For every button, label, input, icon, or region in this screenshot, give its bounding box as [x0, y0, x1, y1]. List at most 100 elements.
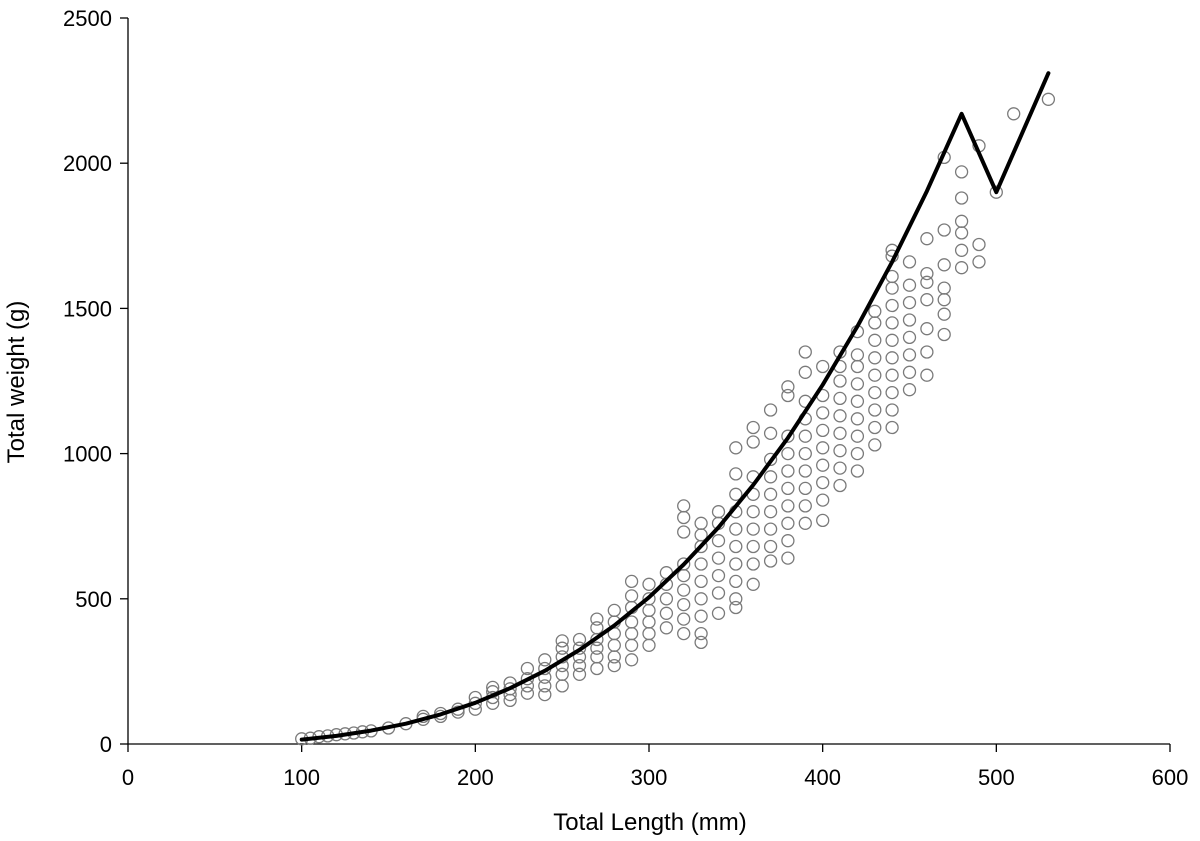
data-point: [694, 592, 708, 606]
data-point: [816, 406, 830, 420]
data-point: [798, 481, 812, 496]
data-point: [694, 635, 708, 650]
x-tick-label: 200: [457, 765, 494, 790]
data-point: [868, 420, 882, 435]
data-point: [902, 295, 917, 310]
data-point: [902, 255, 917, 269]
data-point: [816, 513, 830, 528]
data-point: [937, 281, 951, 295]
data-point: [677, 510, 691, 525]
data-point: [937, 223, 951, 237]
data-point: [868, 304, 882, 318]
data-point: [937, 327, 951, 342]
data-point: [746, 505, 760, 519]
data-point: [868, 333, 882, 347]
fit-curve: [299, 71, 1051, 742]
data-point: [711, 551, 726, 565]
data-point: [694, 516, 708, 530]
data-point: [763, 426, 778, 440]
data-point: [590, 612, 604, 626]
data-point: [659, 621, 674, 635]
data-point: [885, 298, 899, 313]
data-point: [711, 505, 726, 519]
data-point: [746, 522, 760, 536]
y-tick-label: 2000: [63, 151, 112, 176]
data-point: [677, 568, 691, 583]
data-point: [624, 638, 639, 652]
data-point: [937, 293, 951, 307]
x-tick-label: 400: [804, 765, 841, 790]
x-tick-label: 300: [631, 765, 668, 790]
data-point: [833, 374, 847, 388]
data-point: [781, 516, 795, 530]
data-point: [816, 441, 830, 455]
data-point: [781, 481, 795, 496]
data-point: [642, 638, 656, 652]
data-point: [920, 322, 934, 336]
data-point: [972, 237, 986, 252]
data-point: [746, 420, 760, 435]
data-point: [624, 574, 639, 589]
data-point: [659, 606, 674, 620]
data-point: [729, 574, 743, 589]
data-point: [677, 499, 691, 513]
y-tick-label: 500: [75, 587, 112, 612]
data-point: [972, 255, 986, 269]
data-point: [781, 551, 795, 565]
data-point: [954, 261, 969, 275]
data-point: [781, 380, 795, 394]
data-point: [833, 409, 847, 423]
data-point: [746, 557, 760, 571]
data-point: [763, 470, 778, 484]
data-point: [954, 214, 969, 228]
data-point: [885, 385, 899, 400]
x-tick-label: 0: [122, 765, 134, 790]
data-point: [607, 650, 621, 664]
data-point: [798, 345, 812, 359]
data-point: [850, 464, 865, 478]
data-point: [729, 600, 743, 615]
data-point: [833, 478, 847, 493]
x-axis-title: Total Length (mm): [553, 809, 746, 836]
data-point: [781, 534, 795, 548]
data-point: [711, 534, 726, 548]
data-point: [729, 441, 743, 455]
axes: [127, 18, 1170, 745]
data-point: [677, 626, 691, 641]
data-point: [763, 403, 778, 417]
data-point: [590, 661, 604, 676]
data-point: [729, 557, 743, 571]
data-point: [555, 641, 569, 655]
data-point: [677, 583, 691, 597]
data-point: [711, 586, 726, 600]
data-point: [729, 467, 743, 481]
data-point: [868, 385, 882, 400]
data-point: [624, 626, 639, 641]
data-point: [798, 429, 812, 443]
data-point: [781, 499, 795, 513]
data-point: [607, 638, 621, 652]
x-tick-label: 600: [1152, 765, 1189, 790]
data-point: [572, 641, 587, 655]
data-point: [729, 487, 743, 501]
data-point: [520, 661, 535, 676]
data-point: [538, 679, 552, 693]
data-point: [833, 426, 847, 440]
data-points: [295, 92, 1056, 746]
data-point: [937, 258, 951, 272]
data-point: [920, 345, 934, 359]
data-point: [850, 446, 865, 461]
data-point: [868, 403, 882, 417]
data-point: [885, 281, 899, 295]
data-point: [1007, 107, 1021, 121]
data-point: [902, 330, 917, 345]
y-tick-label: 1000: [63, 442, 112, 467]
x-ticks: 0 100 200 300 400 500 600: [122, 744, 1188, 790]
data-point: [816, 475, 830, 490]
y-tick-label: 2500: [63, 6, 112, 31]
data-point: [954, 226, 969, 240]
data-point: [868, 368, 882, 382]
data-point: [642, 603, 656, 618]
data-point: [520, 686, 535, 700]
data-point: [885, 403, 899, 417]
